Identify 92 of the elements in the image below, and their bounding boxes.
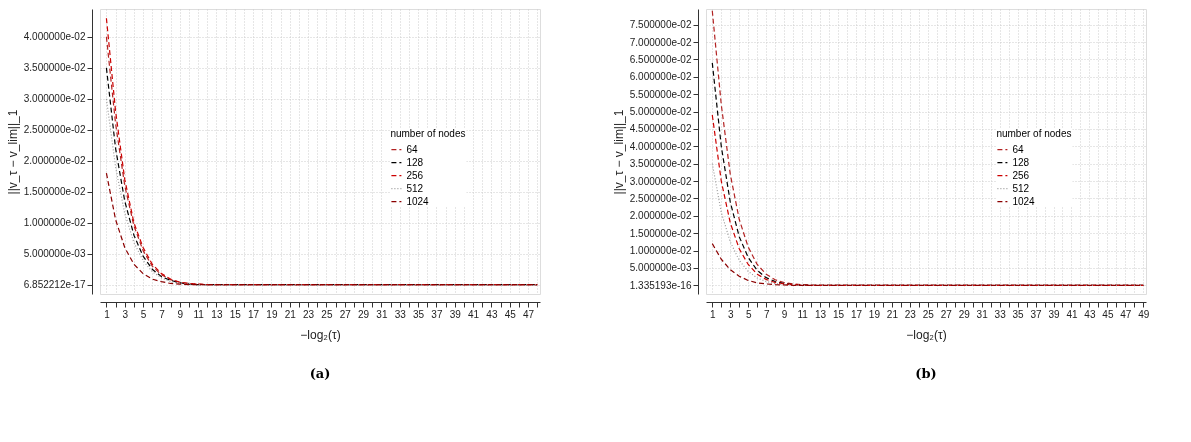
y-tick-label: 4.000000e-02 xyxy=(23,31,86,43)
x-tick-label: 15 xyxy=(832,308,845,320)
x-tick-label: 35 xyxy=(413,308,425,320)
x-tick-label: 43 xyxy=(486,308,498,320)
x-tick-label: 29 xyxy=(958,308,971,320)
legend-label: 64 xyxy=(406,143,418,155)
y-tick-label: 4.500000e-02 xyxy=(629,123,692,135)
x-tick-label: 21 xyxy=(886,308,899,320)
x-tick-label: 17 xyxy=(248,308,260,320)
y-tick-label: 1.000000e-02 xyxy=(23,217,86,229)
x-tick-label: 1 xyxy=(104,308,111,320)
legend-label: 256 xyxy=(406,169,424,181)
x-tick-label: 47 xyxy=(523,308,535,320)
y-tick-label: 5.000000e-02 xyxy=(629,106,692,118)
y-tick-label: 6.500000e-02 xyxy=(629,53,692,65)
legend-label: 1024 xyxy=(406,195,430,207)
y-axis-title: ||v_τ − v_lim||_1 xyxy=(5,109,20,195)
x-tick-label: 19 xyxy=(266,308,278,320)
legend-label: 512 xyxy=(1012,182,1030,194)
x-tick-label: 45 xyxy=(1102,308,1114,320)
y-tick-label: 5.000000e-03 xyxy=(23,248,86,260)
text: (b) xyxy=(915,366,937,381)
x-axis-title: −log₂(τ) xyxy=(300,327,341,342)
x-tick-label: 5 xyxy=(140,308,147,320)
x-tick-label: 45 xyxy=(504,308,517,320)
x-tick-label: 21 xyxy=(284,308,297,320)
legend-label: 128 xyxy=(1012,156,1030,168)
legend-title: number of nodes xyxy=(996,127,1072,139)
x-tick-label: 31 xyxy=(376,308,388,320)
x-tick-label: 11 xyxy=(193,308,205,320)
x-tick-label: 7 xyxy=(763,308,770,320)
x-tick-label: 33 xyxy=(994,308,1007,320)
x-tick-label: 1 xyxy=(710,308,716,320)
x-tick-label: 9 xyxy=(177,308,184,320)
x-tick-label: 13 xyxy=(211,308,223,320)
y-tick-label: 1.000000e-02 xyxy=(629,245,692,257)
x-tick-label: 39 xyxy=(449,308,462,320)
x-tick-label: 29 xyxy=(358,308,370,320)
x-tick-label: 17 xyxy=(850,308,863,320)
x-tick-label: 37 xyxy=(431,308,443,320)
x-tick-label: 37 xyxy=(1030,308,1043,320)
x-tick-label: 39 xyxy=(1048,308,1061,320)
x-tick-label: 3 xyxy=(727,308,734,320)
y-tick-label: 3.500000e-02 xyxy=(23,62,86,74)
x-tick-label: 49 xyxy=(1138,308,1150,320)
legend-label: 256 xyxy=(1012,169,1030,181)
x-tick-label: 33 xyxy=(394,308,407,320)
x-tick-label: 23 xyxy=(904,308,917,320)
x-tick-label: 9 xyxy=(781,308,788,320)
y-tick-label: 2.500000e-02 xyxy=(23,124,86,136)
x-tick-label: 27 xyxy=(339,308,352,320)
legend-title: number of nodes xyxy=(390,127,466,139)
y-tick-label: 2.500000e-02 xyxy=(629,192,692,204)
y-tick-label: 1.335193e-16 xyxy=(629,279,692,291)
x-tick-label: 25 xyxy=(922,308,935,320)
y-tick-label: 2.000000e-02 xyxy=(629,210,692,222)
x-tick-label: 19 xyxy=(868,308,881,320)
y-tick-label: 3.000000e-02 xyxy=(23,93,86,105)
y-tick-label: 3.000000e-02 xyxy=(629,175,692,187)
y-tick-label: 3.500000e-02 xyxy=(629,158,692,170)
y-tick-label: 5.000000e-03 xyxy=(629,262,692,274)
y-tick-label: 2.000000e-02 xyxy=(23,155,86,167)
x-tick-label: 41 xyxy=(468,308,480,320)
x-tick-label: 31 xyxy=(976,308,989,320)
x-axis-title: −log₂(τ) xyxy=(906,327,947,342)
y-tick-label: 7.500000e-02 xyxy=(629,19,692,31)
legend-label: 64 xyxy=(1012,143,1024,155)
y-tick-label: 5.500000e-02 xyxy=(629,88,692,100)
x-tick-label: 27 xyxy=(940,308,953,320)
y-axis-title: ||v_τ − v_lim||_1 xyxy=(611,109,626,195)
x-tick-label: 23 xyxy=(303,308,315,320)
x-tick-label: 5 xyxy=(745,308,752,320)
legend-label: 1024 xyxy=(1012,195,1036,207)
y-tick-label: 4.000000e-02 xyxy=(629,140,692,152)
x-tick-label: 43 xyxy=(1084,308,1096,320)
x-tick-label: 35 xyxy=(1012,308,1025,320)
x-tick-label: 41 xyxy=(1066,308,1078,320)
x-tick-label: 15 xyxy=(229,308,242,320)
y-tick-label: 6.000000e-02 xyxy=(629,71,692,83)
y-tick-label: 1.500000e-02 xyxy=(629,227,692,239)
text: (a) xyxy=(309,366,331,381)
y-tick-label: 1.500000e-02 xyxy=(23,186,86,198)
legend-label: 128 xyxy=(406,156,424,168)
x-tick-label: 7 xyxy=(159,308,166,320)
legend-label: 512 xyxy=(406,182,424,194)
y-tick-label: 6.852212e-17 xyxy=(23,279,86,291)
y-tick-label: 7.000000e-02 xyxy=(629,36,692,48)
x-tick-label: 25 xyxy=(321,308,333,320)
x-tick-label: 11 xyxy=(797,308,809,320)
x-tick-label: 13 xyxy=(814,308,827,320)
x-tick-label: 3 xyxy=(122,308,129,320)
x-tick-label: 47 xyxy=(1120,308,1132,320)
